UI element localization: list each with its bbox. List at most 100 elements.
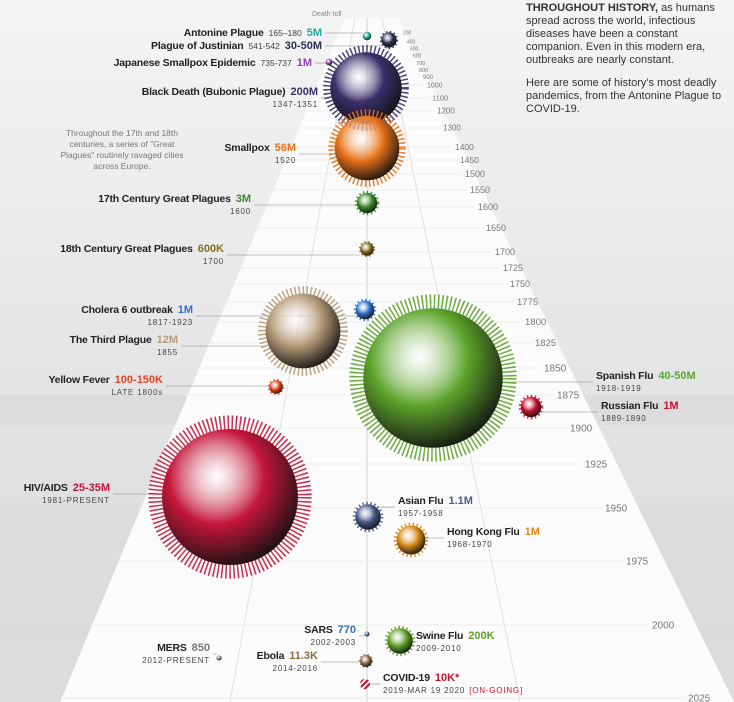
year-label: 1400 xyxy=(455,142,474,152)
year-label: 1900 xyxy=(570,423,593,434)
label-line: 1918-1919 xyxy=(596,382,696,395)
label-line: 2019-MAR 19 2020 [ON-GOING] xyxy=(383,684,523,697)
label-line: Hong Kong Flu 1M xyxy=(447,526,540,538)
label: 17th Century Great Plagues 3M 1600 xyxy=(98,193,251,218)
year-label: 1750 xyxy=(510,279,530,289)
intro-paragraph: Here are some of history's most deadly p… xyxy=(526,77,722,115)
dates: 1957-1958 xyxy=(398,509,444,518)
pathogen xyxy=(518,394,544,420)
blobs xyxy=(148,30,544,690)
pathogen-body xyxy=(216,655,222,661)
label: MERS 850 2012-PRESENT xyxy=(142,642,210,667)
label-line: 1520 xyxy=(225,154,297,167)
intro-text: THROUGHOUT HISTORY, as humans spread acr… xyxy=(526,2,726,67)
pathogen xyxy=(328,109,406,187)
dates: 735-737 xyxy=(260,58,292,68)
pathogen xyxy=(358,240,376,258)
label: HIV/AIDS 25-35M 1981-PRESENT xyxy=(24,482,110,507)
year-label: 1200 xyxy=(437,107,455,116)
pathogen-body xyxy=(360,655,372,667)
label: Black Death (Bubonic Plague) 200M 1347-135… xyxy=(142,86,318,111)
label-line: 1700 xyxy=(60,255,224,268)
pathogen-body xyxy=(359,678,371,690)
pathogen-body xyxy=(269,380,283,394)
label: Asian Flu 1.1M 1957-1958 xyxy=(398,495,473,520)
label-line: 1855 xyxy=(70,346,178,359)
year-label: 1600 xyxy=(478,202,498,212)
year-label: 1300 xyxy=(443,124,461,133)
year-label: 1850 xyxy=(544,363,567,374)
death-toll: 10K* xyxy=(434,672,460,684)
dates: 1520 xyxy=(275,156,296,165)
death-toll: 25-35M xyxy=(72,482,110,494)
dates: 1968-1970 xyxy=(447,540,493,549)
label: Japanese Smallpox Epidemic 735-737 1M xyxy=(114,57,312,69)
label-line: 1981-PRESENT xyxy=(24,494,110,507)
label-line: Yellow Fever 100-150K xyxy=(48,374,163,386)
label: The Third Plague 12M 1855 xyxy=(70,334,178,359)
pathogen xyxy=(325,58,333,66)
label-line: 2002-2003 xyxy=(304,636,356,649)
label: Yellow Fever 100-150K LATE 1800s xyxy=(48,374,163,399)
death-toll: 3M xyxy=(235,193,251,205)
year-label: 1100 xyxy=(432,94,448,103)
label-line: Smallpox 56M xyxy=(225,142,297,154)
label-line: Ebola 11.3K xyxy=(257,650,318,662)
disease-name: Hong Kong Flu xyxy=(447,526,520,538)
pathogen xyxy=(267,378,285,396)
year-label: 1925 xyxy=(585,459,608,470)
disease-name: MERS xyxy=(157,642,187,654)
label-line: Spanish Flu 40-50M xyxy=(596,370,696,382)
label-line: LATE 1800s xyxy=(48,386,163,399)
pathogen xyxy=(258,286,348,376)
pathogen-body xyxy=(334,115,400,181)
year-label: 1975 xyxy=(626,556,649,567)
year-label: 800 xyxy=(419,68,428,74)
spikes xyxy=(267,378,285,396)
status: [ON-GOING] xyxy=(469,686,523,695)
label: 18th Century Great Plagues 600K 1700 xyxy=(60,243,224,268)
disease-name: Plague of Justinian xyxy=(151,40,244,52)
disease-name: Cholera 6 outbreak xyxy=(81,304,173,316)
death-toll: 600K xyxy=(197,243,224,255)
death-toll: 850 xyxy=(191,642,210,654)
disease-name: Swine Flu xyxy=(416,630,464,642)
label-line: MERS 850 xyxy=(142,642,210,654)
pathogen-body xyxy=(356,192,378,214)
dates: 165–180 xyxy=(268,28,302,38)
year-label: 1450 xyxy=(460,155,479,165)
death-toll: 5M xyxy=(306,27,322,39)
dates: 2019-MAR 19 2020 xyxy=(383,686,466,695)
label: Cholera 6 outbreak 1M 1817-1923 xyxy=(81,304,193,329)
pathogen xyxy=(364,631,370,637)
pathogen xyxy=(353,298,377,322)
death-toll: 200K xyxy=(468,630,495,642)
disease-name: Asian Flu xyxy=(398,495,444,507)
pathogen-body xyxy=(362,31,372,41)
label: Russian Flu 1M 1889-1890 xyxy=(601,400,679,425)
pathogen xyxy=(148,415,312,579)
year-label: 2025 xyxy=(688,693,711,702)
spikes xyxy=(379,30,399,50)
pathogen-body xyxy=(325,58,333,66)
label-line: 1889-1890 xyxy=(601,412,679,425)
pathogen-body xyxy=(162,429,298,565)
death-toll: 770 xyxy=(337,624,356,636)
label-line: Black Death (Bubonic Plague) 200M xyxy=(142,86,318,98)
pathogen-body xyxy=(330,52,402,124)
disease-name: 18th Century Great Plagues xyxy=(60,243,193,255)
dates: 2012-PRESENT xyxy=(142,656,210,665)
spikes xyxy=(393,522,429,558)
label-line: SARS 770 xyxy=(304,624,356,636)
label: COVID-19 10K* 2019-MAR 19 2020 [ON-GOING] xyxy=(383,672,523,697)
label-line: Asian Flu 1.1M xyxy=(398,495,473,507)
dates: 1889-1890 xyxy=(601,414,647,423)
label-line: Cholera 6 outbreak 1M xyxy=(81,304,193,316)
pathogen-body xyxy=(396,525,426,555)
dates: 541-542 xyxy=(248,41,280,51)
label-line: Antonine Plague 165–180 5M xyxy=(184,27,322,39)
year-label: 1775 xyxy=(517,297,538,308)
disease-name: The Third Plague xyxy=(69,334,152,346)
